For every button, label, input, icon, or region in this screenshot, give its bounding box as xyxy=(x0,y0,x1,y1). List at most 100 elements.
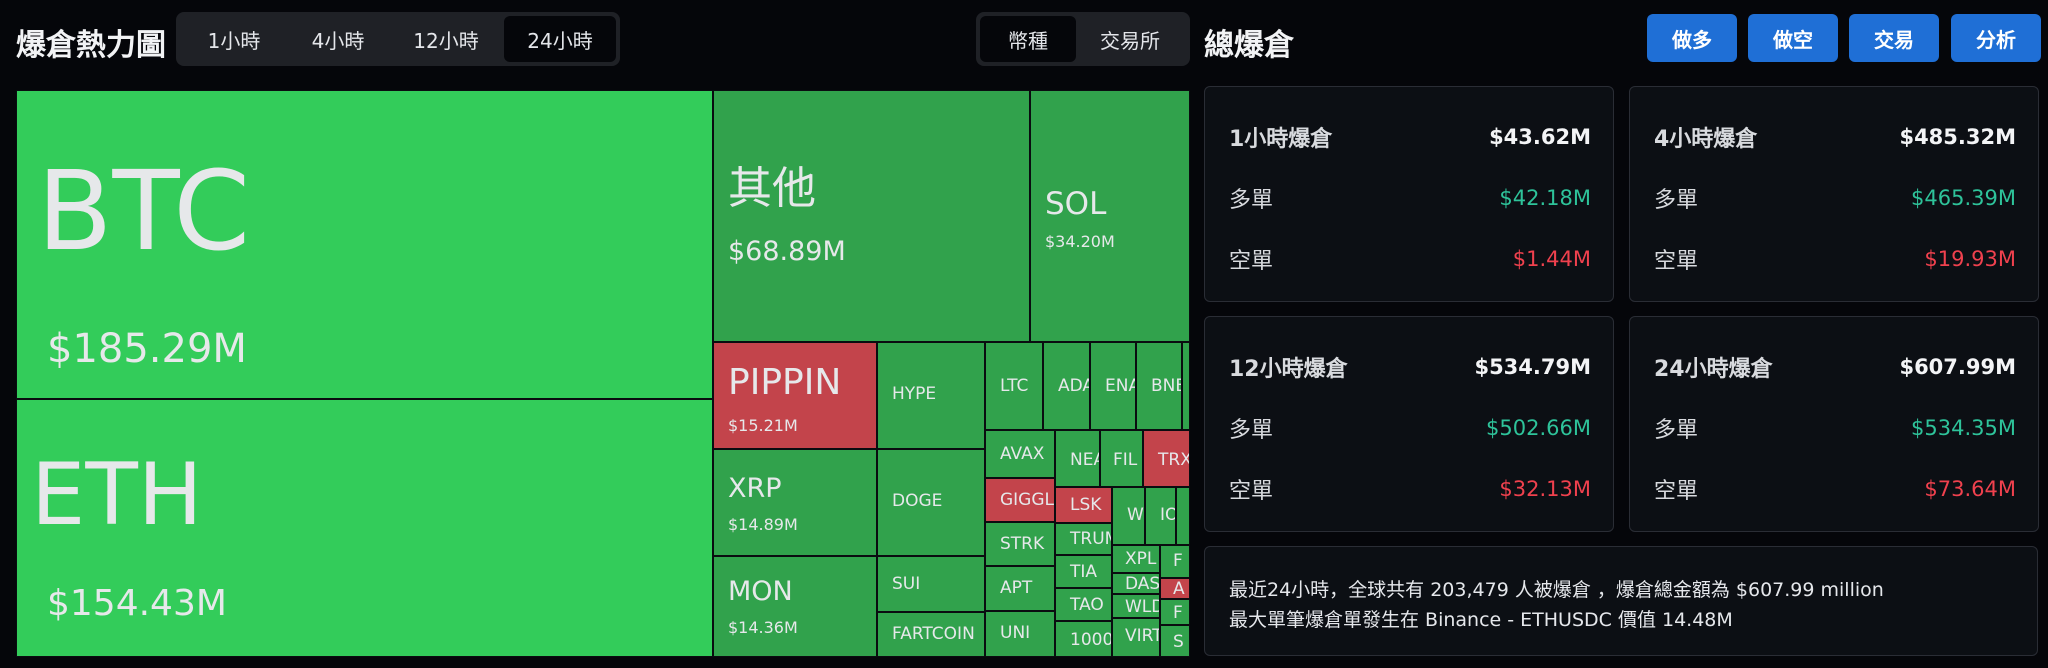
cell-f1[interactable]: F xyxy=(1160,545,1190,578)
cell-symbol: SOL xyxy=(1045,186,1107,222)
cell-s1[interactable]: S xyxy=(1160,625,1190,657)
cell-ltc[interactable]: LTC xyxy=(985,342,1043,430)
cell-uni[interactable]: UNI xyxy=(985,611,1055,657)
cell-xpl[interactable]: XPL xyxy=(1112,545,1160,573)
cell-hype[interactable]: HYPE xyxy=(877,342,985,449)
long-button[interactable]: 做多 xyxy=(1647,14,1737,62)
stat-card-24h: 24小時爆倉 $607.99M 多單 $534.35M 空單 $73.64M xyxy=(1629,316,2039,532)
summary-line-largest: 最大單筆爆倉單發生在 Binance - ETHUSDC 價值 14.48M xyxy=(1229,609,1733,631)
cell-unnamed[interactable] xyxy=(1176,487,1190,545)
cell-symbol: A xyxy=(1173,579,1185,599)
stat-period-label: 12小時爆倉 xyxy=(1229,357,1348,382)
cell-pippin[interactable]: PIPPIN $15.21M xyxy=(713,342,877,449)
tab-24h[interactable]: 24小時 xyxy=(504,16,616,62)
cell-sui[interactable]: SUI xyxy=(877,556,985,612)
cell-symbol: XRP xyxy=(728,473,782,504)
stat-period-label: 4小時爆倉 xyxy=(1654,127,1758,152)
cell-1000[interactable]: 1000 xyxy=(1055,621,1112,657)
cell-fil[interactable]: FIL xyxy=(1100,430,1143,487)
cell-value: $154.43M xyxy=(47,583,227,624)
cell-sol[interactable]: SOL $34.20M xyxy=(1030,90,1190,342)
stat-total-value: $485.32M xyxy=(1899,125,2016,149)
short-button[interactable]: 做空 xyxy=(1748,14,1838,62)
stat-long-label: 多單 xyxy=(1229,418,1274,443)
cell-wld[interactable]: WLD xyxy=(1112,594,1160,618)
stat-long-row: 多單 $42.18M xyxy=(1229,182,1591,214)
cell-symbol: TRX xyxy=(1158,450,1190,470)
cell-bnb[interactable]: BNB xyxy=(1136,342,1182,430)
cell-symbol: F xyxy=(1173,603,1183,623)
cell-giggle[interactable]: GIGGLE xyxy=(985,478,1055,522)
stat-total-value: $43.62M xyxy=(1489,125,1591,149)
cell-a1[interactable]: A xyxy=(1160,578,1190,599)
cell-lsk[interactable]: LSK xyxy=(1055,487,1112,523)
time-range-selector: 1小時 4小時 12小時 24小時 xyxy=(176,12,620,66)
cell-f2[interactable]: F xyxy=(1160,599,1190,625)
trade-button[interactable]: 交易 xyxy=(1849,14,1939,62)
cell-others[interactable]: 其他 $68.89M xyxy=(713,90,1030,342)
cell-symbol: F xyxy=(1173,551,1183,571)
liquidation-treemap: BTC $185.29M ETH $154.43M 其他 $68.89M SOL… xyxy=(16,90,1190,657)
cell-mon[interactable]: MON $14.36M xyxy=(713,556,877,657)
tab-exchange[interactable]: 交易所 xyxy=(1100,28,1160,53)
cell-doge[interactable]: DOGE xyxy=(877,449,985,556)
cell-symbol: IO xyxy=(1160,505,1175,525)
stat-total-row: 24小時爆倉 $607.99M xyxy=(1654,351,2016,383)
tab-1h[interactable]: 1小時 xyxy=(207,28,261,53)
cell-value: $34.20M xyxy=(1045,232,1115,251)
cell-trump[interactable]: TRUMP xyxy=(1055,523,1112,555)
cell-symbol: VIRTUAL xyxy=(1125,626,1159,646)
cell-avax[interactable]: AVAX xyxy=(985,430,1055,478)
cell-eth[interactable]: ETH $154.43M xyxy=(16,399,713,657)
cell-symbol: LTC xyxy=(1000,376,1029,396)
cell-symbol: 1000 xyxy=(1070,630,1112,650)
cell-trx[interactable]: TRX xyxy=(1143,430,1190,487)
cell-strk[interactable]: STRK xyxy=(985,522,1055,566)
cell-symbol: ENA xyxy=(1105,376,1135,396)
cell-dash[interactable]: DASH xyxy=(1112,573,1160,594)
cell-tia[interactable]: TIA xyxy=(1055,555,1112,588)
cell-symbol: APT xyxy=(1000,578,1033,598)
cell-symbol: DOGE xyxy=(892,491,943,511)
cell-value: $15.21M xyxy=(728,416,798,435)
summary-line-totals: 最近24小時，全球共有 203,479 人被爆倉 ，爆倉總金額為 $607.99… xyxy=(1229,579,1884,601)
cell-symbol: HYPE xyxy=(892,384,937,404)
cell-symbol: TRUMP xyxy=(1070,529,1111,549)
analyze-button[interactable]: 分析 xyxy=(1951,14,2041,62)
cell-virtual[interactable]: VIRTUAL xyxy=(1112,618,1160,657)
tab-12h[interactable]: 12小時 xyxy=(413,28,479,53)
stat-short-label: 空單 xyxy=(1229,249,1274,274)
cell-tao[interactable]: TAO xyxy=(1055,588,1112,621)
cell-w[interactable]: W xyxy=(1112,487,1145,545)
tab-coin[interactable]: 幣種 xyxy=(980,16,1076,62)
stat-long-value: $502.66M xyxy=(1486,416,1591,440)
stat-total-value: $534.79M xyxy=(1474,355,1591,379)
cell-symbol: BTC xyxy=(37,147,251,275)
stat-card-1h: 1小時爆倉 $43.62M 多單 $42.18M 空單 $1.44M xyxy=(1204,86,1614,302)
cell-symbol: XPL xyxy=(1125,549,1157,569)
cell-symbol: FIL xyxy=(1113,450,1138,470)
cell-symbol: MON xyxy=(728,576,793,607)
group-by-selector: 幣種 交易所 xyxy=(976,12,1190,66)
cell-apt[interactable]: APT xyxy=(985,566,1055,611)
cell-unnamed[interactable] xyxy=(1182,342,1190,430)
cell-io[interactable]: IO xyxy=(1145,487,1176,545)
stat-short-label: 空單 xyxy=(1654,249,1699,274)
cell-symbol: STRK xyxy=(1000,534,1045,554)
cell-symbol: PIPPIN xyxy=(728,362,842,403)
cell-fartcoin[interactable]: FARTCOIN xyxy=(877,612,985,657)
tab-4h[interactable]: 4小時 xyxy=(311,28,365,53)
cell-xrp[interactable]: XRP $14.89M xyxy=(713,449,877,556)
cell-near[interactable]: NEAR xyxy=(1055,430,1100,487)
cell-ada[interactable]: ADA xyxy=(1043,342,1090,430)
stat-period-label: 24小時爆倉 xyxy=(1654,357,1773,382)
cell-symbol: DASH xyxy=(1125,574,1160,594)
page-title: 爆倉熱力圖 xyxy=(16,28,166,63)
stat-short-row: 空單 $19.93M xyxy=(1654,243,2016,275)
cell-symbol: S xyxy=(1173,632,1184,652)
cell-ena[interactable]: ENA xyxy=(1090,342,1136,430)
cell-btc[interactable]: BTC $185.29M xyxy=(16,90,713,399)
stat-total-row: 4小時爆倉 $485.32M xyxy=(1654,121,2016,153)
stat-long-label: 多單 xyxy=(1229,188,1274,213)
cell-symbol: BNB xyxy=(1151,376,1181,396)
